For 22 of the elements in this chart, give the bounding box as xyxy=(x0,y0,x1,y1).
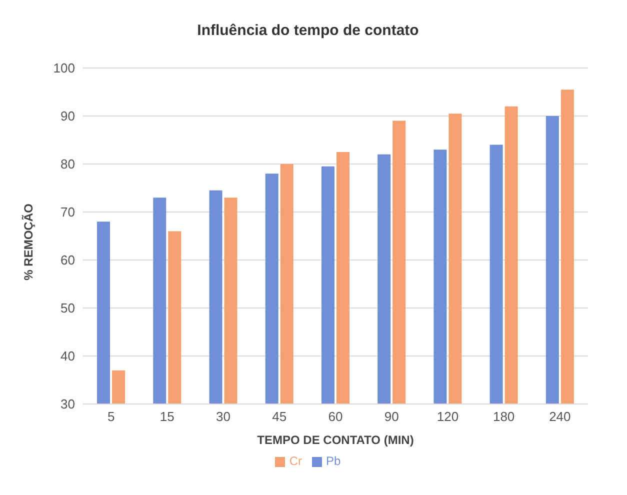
y-tick-label: 100 xyxy=(53,60,75,76)
y-tick-label: 30 xyxy=(60,396,75,412)
y-tick-label: 50 xyxy=(60,300,75,316)
x-tick-label: 90 xyxy=(384,409,399,424)
x-tick-label: 120 xyxy=(436,409,459,424)
chart-title: Influência do tempo de contato xyxy=(196,22,420,39)
legend-label: Cr xyxy=(289,454,302,468)
x-tick-label: 15 xyxy=(160,409,174,424)
x-tick-label: 30 xyxy=(216,409,231,424)
y-tick-label: 40 xyxy=(60,348,75,364)
y-tick-label: 60 xyxy=(60,252,75,268)
x-tick-label: 60 xyxy=(328,409,343,424)
x-axis-title: TEMPO DE CONTATO (MIN) xyxy=(257,433,414,447)
y-tick-label: 80 xyxy=(60,156,75,172)
y-tick-label: 90 xyxy=(60,108,75,124)
y-axis-title: % REMOÇÃO xyxy=(21,204,36,280)
legend-label: Pb xyxy=(326,454,341,468)
x-tick-label: 240 xyxy=(549,409,571,424)
x-tick-label: 45 xyxy=(272,409,287,424)
y-tick-label: 70 xyxy=(60,204,75,220)
x-tick-label: 180 xyxy=(492,409,515,424)
x-tick-label: 5 xyxy=(107,409,115,424)
